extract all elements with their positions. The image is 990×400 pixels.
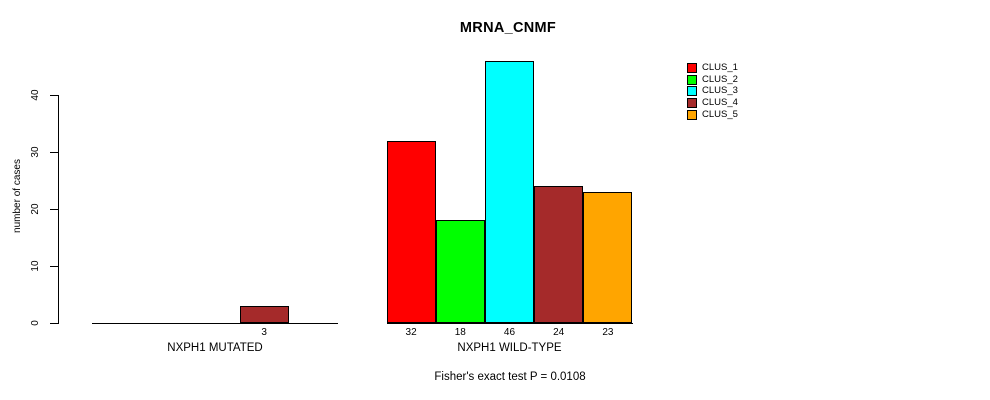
legend-swatch — [687, 98, 697, 109]
legend-row: CLUS_5 — [687, 108, 738, 120]
bar-value-label: 18 — [454, 327, 466, 338]
bar-value-label: 24 — [553, 327, 565, 338]
y-tick-label: 10 — [30, 260, 41, 272]
y-tick-label: 0 — [30, 320, 41, 326]
legend-label: CLUS_4 — [702, 97, 738, 109]
y-tick — [50, 266, 58, 267]
y-tick-label: 20 — [30, 203, 41, 215]
group-baseline — [386, 323, 633, 324]
bar — [435, 220, 485, 323]
y-tick — [50, 95, 58, 96]
y-tick — [50, 209, 58, 210]
chart-title: MRNA_CNMF — [459, 20, 557, 36]
bar-value-label: 46 — [503, 327, 516, 338]
legend: CLUS_1 CLUS_2 CLUS_3 CLUS_4 CLUS_5 — [687, 63, 738, 121]
y-axis-line — [58, 95, 59, 324]
legend-label: CLUS_3 — [702, 85, 738, 97]
bar — [583, 192, 633, 323]
legend-label: CLUS_2 — [702, 73, 738, 85]
group-label: NXPH1 MUTATED — [167, 342, 263, 354]
legend-swatch — [687, 86, 697, 97]
legend-swatch — [687, 74, 697, 85]
y-tick — [50, 152, 58, 153]
statistical-test-note: Fisher's exact test P = 0.0108 — [434, 371, 586, 383]
group-baseline — [92, 323, 338, 324]
y-tick — [50, 323, 58, 324]
bar-value-label: 23 — [602, 327, 614, 338]
bar — [386, 141, 436, 323]
legend-row: CLUS_4 — [687, 97, 738, 109]
legend-row: CLUS_3 — [687, 85, 738, 97]
y-tick-label: 40 — [30, 89, 41, 101]
bar-value-label: 32 — [405, 327, 417, 338]
group-label: NXPH1 WILD-TYPE — [457, 342, 562, 354]
bar — [239, 306, 289, 323]
legend-label: CLUS_1 — [702, 62, 738, 73]
bar — [484, 61, 535, 323]
legend-row: CLUS_1 — [687, 63, 738, 73]
bar-value-label: 3 — [261, 327, 267, 338]
legend-swatch — [687, 109, 697, 120]
y-tick-label: 30 — [30, 146, 41, 158]
bar — [534, 186, 584, 323]
legend-swatch — [687, 63, 697, 73]
legend-row: CLUS_2 — [687, 73, 738, 85]
legend-label: CLUS_5 — [702, 108, 738, 120]
